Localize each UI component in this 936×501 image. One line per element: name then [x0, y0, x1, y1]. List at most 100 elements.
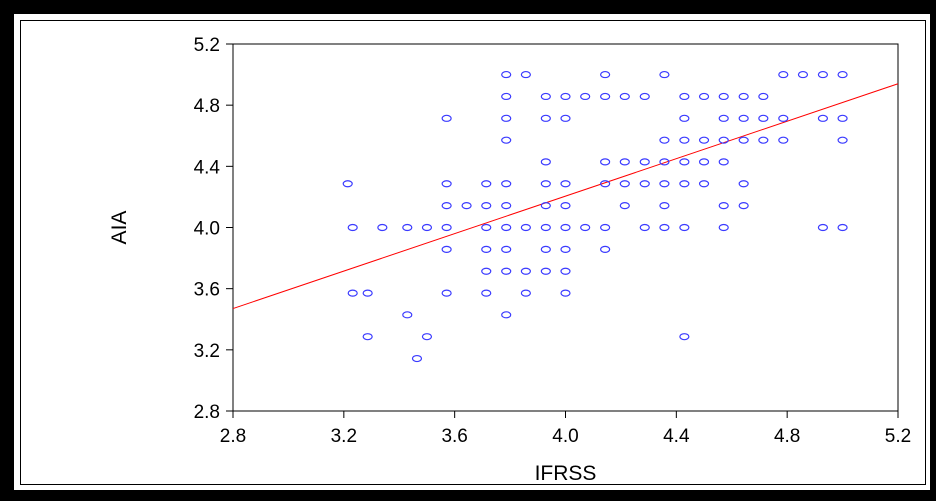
x-tick-label: 4.0	[552, 426, 578, 447]
y-tick-label: 4.0	[194, 219, 220, 240]
chart-frame	[12, 12, 932, 492]
data-point	[362, 333, 373, 341]
data-point	[481, 180, 492, 188]
data-point	[600, 223, 611, 232]
data-point	[698, 180, 710, 188]
data-point	[619, 202, 630, 210]
data-point	[778, 70, 789, 79]
data-point	[342, 180, 353, 188]
data-point	[520, 70, 531, 79]
data-point	[837, 223, 848, 232]
x-axis: 2.8 3.2 3.6 4.0 4.4 4.8 5.2	[220, 411, 911, 447]
data-point	[619, 180, 630, 188]
data-point	[540, 114, 551, 122]
data-point	[501, 245, 512, 253]
y-tick-label: 5.2	[194, 35, 220, 56]
data-point	[501, 311, 512, 319]
data-point	[837, 114, 848, 122]
data-point	[540, 158, 551, 166]
data-point	[540, 245, 551, 253]
data-point	[441, 245, 452, 253]
y-tick-label: 2.8	[194, 402, 220, 423]
data-point	[421, 333, 433, 341]
data-point	[738, 180, 749, 188]
data-point	[619, 92, 630, 101]
data-point	[718, 158, 729, 166]
data-point	[679, 223, 690, 232]
data-point	[520, 289, 531, 297]
data-point	[837, 136, 848, 144]
data-point	[659, 70, 670, 79]
data-point	[600, 180, 611, 188]
data-point	[778, 114, 789, 122]
data-point	[540, 202, 551, 210]
data-point	[600, 70, 611, 79]
data-point	[758, 92, 769, 101]
data-point	[540, 92, 551, 101]
data-point	[402, 223, 413, 232]
data-point	[797, 70, 809, 79]
data-point	[347, 223, 358, 232]
data-point	[619, 158, 630, 166]
data-point	[347, 289, 358, 297]
data-point	[481, 202, 492, 210]
data-points	[342, 70, 848, 363]
data-point	[540, 267, 551, 275]
data-point	[639, 158, 650, 166]
data-point	[758, 114, 769, 122]
data-point	[481, 223, 492, 232]
data-point	[679, 92, 690, 101]
data-point	[481, 245, 492, 253]
data-point	[501, 267, 512, 275]
data-point	[560, 289, 571, 297]
data-point	[441, 180, 452, 188]
data-point	[758, 136, 769, 144]
data-point	[698, 92, 710, 101]
data-point	[600, 92, 611, 101]
data-point	[501, 202, 512, 210]
y-tick-label: 3.2	[194, 341, 220, 362]
y-tick-label: 4.8	[194, 96, 220, 117]
data-point	[501, 70, 512, 79]
data-point	[778, 136, 789, 144]
data-point	[679, 158, 690, 166]
data-point	[718, 92, 729, 101]
data-point	[817, 223, 829, 232]
data-point	[600, 158, 611, 166]
data-point	[560, 202, 571, 210]
data-point	[540, 223, 551, 232]
data-point	[560, 245, 571, 253]
data-point	[698, 158, 710, 166]
data-point	[441, 223, 452, 232]
data-point	[481, 289, 492, 297]
fit-line-layer	[232, 83, 899, 310]
data-point	[679, 136, 690, 144]
data-point	[659, 180, 670, 188]
regression-line	[232, 83, 899, 310]
x-tick-label: 4.8	[774, 426, 800, 447]
y-tick-label: 4.4	[194, 157, 221, 178]
x-tick-label: 4.4	[663, 426, 690, 447]
data-point	[718, 223, 729, 232]
data-point	[501, 180, 512, 188]
data-point	[461, 202, 472, 210]
data-point	[560, 223, 571, 232]
data-point	[718, 114, 729, 122]
data-point	[659, 136, 670, 144]
data-point	[698, 136, 710, 144]
x-tick-label: 2.8	[220, 426, 246, 447]
data-point	[738, 114, 749, 122]
y-axis-label: AIA	[108, 211, 131, 245]
x-tick-label: 5.2	[885, 426, 911, 447]
y-tick-label: 3.6	[194, 280, 220, 301]
data-point	[520, 267, 531, 275]
data-point	[560, 267, 571, 275]
data-point	[501, 223, 512, 232]
data-point	[580, 223, 591, 232]
data-point	[441, 202, 452, 210]
data-point	[540, 180, 551, 188]
data-point	[600, 245, 611, 253]
x-tick-label: 3.2	[331, 426, 357, 447]
data-point	[659, 202, 670, 210]
